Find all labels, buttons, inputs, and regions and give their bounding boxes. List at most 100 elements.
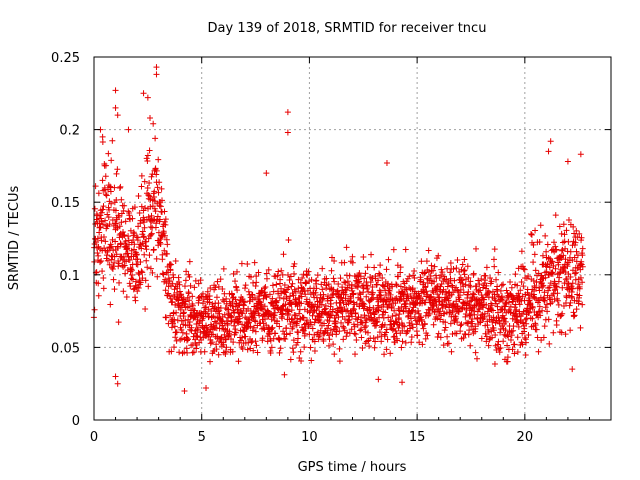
data-point — [292, 312, 299, 319]
data-point — [153, 217, 160, 224]
data-point — [410, 272, 417, 279]
data-point — [364, 264, 371, 271]
data-point — [544, 308, 551, 315]
data-point — [215, 351, 222, 358]
data-point — [469, 320, 476, 327]
data-point — [338, 294, 345, 301]
data-point — [97, 212, 104, 219]
data-point — [439, 269, 446, 276]
data-point — [201, 348, 208, 355]
data-point — [369, 275, 376, 282]
data-point — [124, 250, 131, 257]
data-point — [436, 308, 443, 315]
data-point — [555, 261, 562, 268]
data-point — [120, 229, 127, 236]
data-point — [377, 271, 384, 278]
data-point — [579, 245, 586, 252]
data-point — [578, 234, 585, 241]
data-point — [171, 323, 178, 330]
data-point — [168, 324, 175, 331]
y-tick-label: 0.25 — [51, 51, 80, 66]
data-point — [269, 295, 276, 302]
data-point — [155, 156, 162, 163]
data-point — [402, 339, 409, 346]
data-point — [227, 335, 234, 342]
data-point — [297, 348, 304, 355]
data-point — [370, 335, 377, 342]
data-point — [483, 282, 490, 289]
data-point — [336, 358, 343, 365]
data-point — [287, 330, 294, 337]
data-point — [444, 333, 451, 340]
data-point — [284, 109, 291, 116]
data-point — [376, 329, 383, 336]
data-point — [138, 268, 145, 275]
data-point — [445, 340, 452, 347]
data-point — [215, 300, 222, 307]
data-point — [549, 258, 556, 265]
data-point — [207, 340, 214, 347]
data-point — [467, 283, 474, 290]
data-point — [179, 329, 186, 336]
data-point — [291, 270, 298, 277]
data-point — [503, 287, 510, 294]
data-point — [189, 293, 196, 300]
data-point — [289, 315, 296, 322]
data-point — [313, 277, 320, 284]
data-point — [289, 280, 296, 287]
data-point — [562, 256, 569, 263]
data-point — [567, 273, 574, 280]
data-point — [523, 320, 530, 327]
data-point — [445, 297, 452, 304]
data-point — [151, 216, 158, 223]
data-point — [224, 322, 231, 329]
data-point — [98, 209, 105, 216]
data-point — [213, 319, 220, 326]
data-point — [276, 294, 283, 301]
data-point — [303, 296, 310, 303]
data-point — [139, 275, 146, 282]
data-point — [553, 283, 560, 290]
data-point — [176, 288, 183, 295]
data-point — [408, 339, 415, 346]
data-point — [453, 265, 460, 272]
data-point — [491, 361, 498, 368]
data-point — [235, 358, 242, 365]
data-point — [185, 290, 192, 297]
data-point — [250, 347, 257, 354]
data-point — [539, 252, 546, 259]
data-point — [145, 283, 152, 290]
data-point — [398, 344, 405, 351]
data-point — [540, 282, 547, 289]
data-point — [239, 334, 246, 341]
data-point — [263, 294, 270, 301]
data-point — [464, 263, 471, 270]
data-point — [433, 313, 440, 320]
data-point — [459, 304, 466, 311]
data-point — [494, 303, 501, 310]
y-axis-label: SRMTID / TECUs — [7, 186, 22, 291]
data-point — [193, 320, 200, 327]
data-point — [289, 345, 296, 352]
data-point — [131, 204, 138, 211]
data-point — [478, 335, 485, 342]
data-point — [194, 324, 201, 331]
data-point — [288, 283, 295, 290]
data-point — [507, 303, 514, 310]
data-point — [154, 213, 161, 220]
data-point — [105, 150, 112, 157]
data-point — [152, 165, 159, 172]
data-point — [206, 292, 213, 299]
data-point — [554, 290, 561, 297]
data-point — [109, 137, 116, 144]
data-point — [509, 315, 516, 322]
data-point — [344, 307, 351, 314]
data-point — [152, 208, 159, 215]
data-point — [569, 285, 576, 292]
data-point — [112, 373, 119, 380]
data-point — [248, 339, 255, 346]
data-point — [561, 238, 568, 245]
data-point — [281, 371, 288, 378]
data-point — [542, 274, 549, 281]
data-point — [569, 280, 576, 287]
